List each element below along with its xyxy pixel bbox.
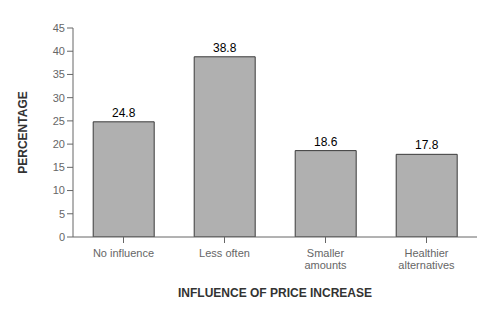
- svg-text:INFLUENCE OF PRICE INCREASE: INFLUENCE OF PRICE INCREASE: [178, 286, 372, 300]
- svg-text:45: 45: [53, 22, 65, 34]
- svg-text:24.8: 24.8: [112, 106, 136, 120]
- svg-text:25: 25: [53, 115, 65, 127]
- svg-text:No influence: No influence: [93, 247, 154, 259]
- svg-text:Smalleramounts: Smalleramounts: [304, 247, 347, 272]
- svg-text:PERCENTAGE: PERCENTAGE: [16, 91, 30, 173]
- svg-text:20: 20: [53, 138, 65, 150]
- svg-text:Less often: Less often: [199, 247, 250, 259]
- svg-text:17.8: 17.8: [415, 138, 439, 152]
- svg-text:10: 10: [53, 184, 65, 196]
- svg-text:38.8: 38.8: [213, 41, 237, 55]
- svg-text:35: 35: [53, 68, 65, 80]
- svg-text:15: 15: [53, 161, 65, 173]
- svg-text:40: 40: [53, 45, 65, 57]
- svg-text:30: 30: [53, 92, 65, 104]
- svg-text:Healthieralternatives: Healthieralternatives: [398, 247, 455, 272]
- svg-text:0: 0: [59, 231, 65, 243]
- svg-text:18.6: 18.6: [314, 135, 338, 149]
- svg-text:5: 5: [59, 208, 65, 220]
